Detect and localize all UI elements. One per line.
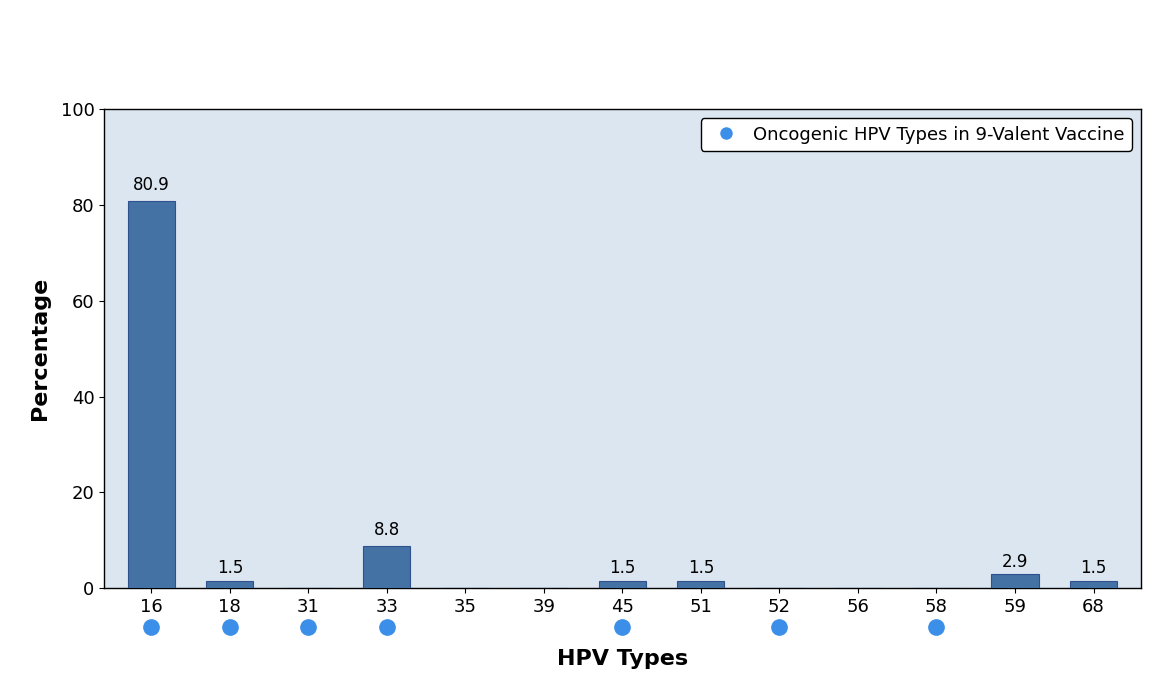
Text: 1.5: 1.5 — [1080, 560, 1107, 577]
Y-axis label: Percentage: Percentage — [29, 277, 50, 421]
Bar — [991, 575, 1039, 588]
Text: 2.9: 2.9 — [1002, 553, 1028, 570]
Text: 8.8: 8.8 — [374, 521, 400, 539]
Text: 1.5: 1.5 — [217, 560, 243, 577]
X-axis label: HPV Types: HPV Types — [557, 649, 688, 670]
Text: 1.5: 1.5 — [688, 560, 714, 577]
Text: 80.9: 80.9 — [133, 176, 170, 194]
Bar — [127, 201, 175, 588]
Bar — [599, 581, 646, 588]
Bar — [364, 546, 410, 588]
Legend: Oncogenic HPV Types in 9-Valent Vaccine: Oncogenic HPV Types in 9-Valent Vaccine — [701, 118, 1131, 151]
Bar — [1070, 581, 1117, 588]
Text: 1.5: 1.5 — [609, 560, 636, 577]
Bar — [206, 581, 254, 588]
Text: In Situ Vulvar Cancer and Oncogenic HPV Types: In Situ Vulvar Cancer and Oncogenic HPV … — [14, 48, 830, 77]
Bar — [677, 581, 725, 588]
